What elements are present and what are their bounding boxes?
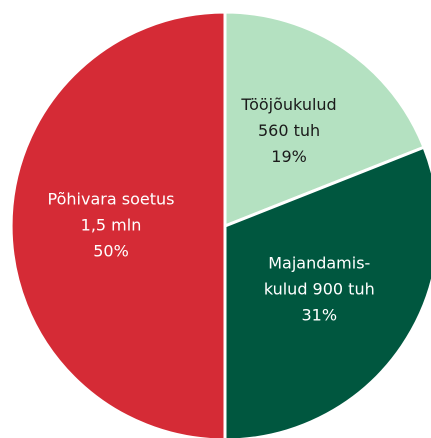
slice-label: kulud 900 tuh <box>264 280 375 299</box>
pie-slice <box>223 145 431 438</box>
slice-label: 50% <box>93 242 129 261</box>
pie-slice <box>223 10 426 228</box>
slice-label: 1,5 mln <box>81 216 142 235</box>
slice-label: 31% <box>302 306 338 325</box>
slice-label: Majandamis- <box>268 254 370 273</box>
slice-label: Tööjõukulud <box>240 95 336 114</box>
slice-label: 19% <box>271 147 307 166</box>
slice-label: 560 tuh <box>258 121 320 140</box>
slice-label: Põhivara soetus <box>48 190 175 209</box>
pie-slice <box>9 10 227 438</box>
